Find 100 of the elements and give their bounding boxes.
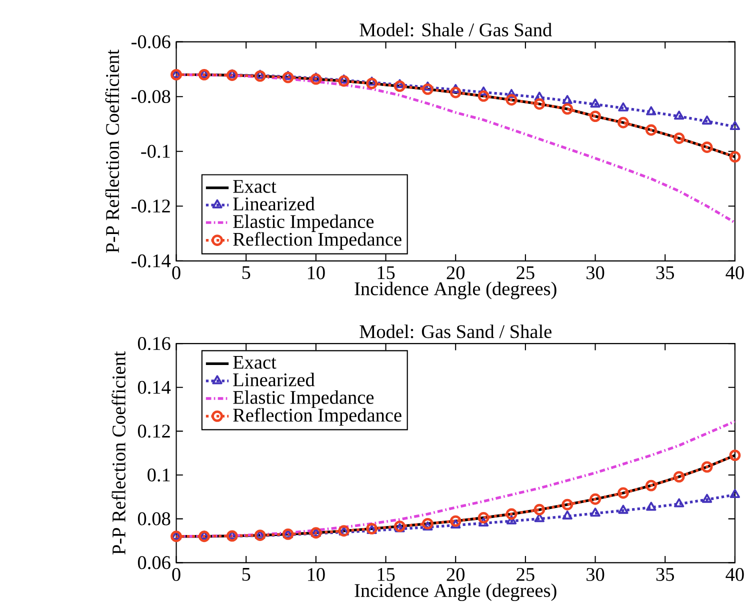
point xyxy=(255,70,266,79)
point xyxy=(170,530,182,542)
point xyxy=(394,80,406,92)
y-tick-label: -0.14 xyxy=(132,254,171,268)
x-tick-label: 30 xyxy=(586,266,604,280)
legend-label: Exact xyxy=(233,356,276,369)
point xyxy=(450,515,462,527)
x-tick-label: 20 xyxy=(446,568,465,581)
y-tick-label: -0.12 xyxy=(132,199,170,212)
point xyxy=(618,116,629,128)
y-axis-title: P-P Reflection Coefficient xyxy=(105,49,120,253)
x-tick-label: 25 xyxy=(516,266,534,279)
point xyxy=(674,110,684,120)
point xyxy=(366,78,378,89)
x-tick-label: 20 xyxy=(446,266,465,280)
y-axis-title: P-P Reflection Coefficient xyxy=(112,351,126,554)
point xyxy=(702,115,712,124)
y-tick-label: 0.08 xyxy=(138,512,170,526)
chart-title: Model: Gas Sand / Shale xyxy=(360,324,552,338)
y-tick-label: 0.16 xyxy=(138,336,170,350)
point xyxy=(590,507,600,516)
point xyxy=(394,520,406,532)
x-tick-label: 25 xyxy=(516,568,534,581)
x-tick-label: 15 xyxy=(378,568,395,581)
x-tick-label: 30 xyxy=(586,568,604,581)
point xyxy=(227,69,238,78)
point xyxy=(645,480,657,492)
point xyxy=(562,510,572,520)
point xyxy=(198,530,210,542)
point xyxy=(562,103,574,114)
point xyxy=(590,110,601,122)
point xyxy=(478,90,490,102)
point xyxy=(506,88,517,98)
x-tick-label: 15 xyxy=(378,266,395,279)
point xyxy=(198,68,210,80)
chart-title: Model: Shale / Gas Sand xyxy=(360,22,552,36)
legend-label: Linearized xyxy=(233,372,315,386)
point xyxy=(702,494,712,503)
point xyxy=(590,493,601,505)
y-tick-label: 0.12 xyxy=(138,424,170,438)
point xyxy=(729,449,741,461)
x-tick-label: 5 xyxy=(242,266,250,279)
point xyxy=(729,150,741,162)
point xyxy=(646,106,656,116)
x-tick-label: 40 xyxy=(726,568,744,581)
point xyxy=(701,141,713,153)
point xyxy=(254,70,266,82)
x-tick-label: 35 xyxy=(656,266,674,279)
point xyxy=(618,487,629,498)
point xyxy=(310,73,322,85)
point xyxy=(590,98,600,108)
point xyxy=(506,515,517,524)
point xyxy=(534,98,546,110)
point xyxy=(450,86,462,98)
y-tick-label: -0.08 xyxy=(132,90,170,103)
legend-label: Exact xyxy=(233,180,276,193)
legend-label: Linearized xyxy=(233,196,315,210)
point xyxy=(674,498,684,508)
point xyxy=(730,488,740,498)
y-tick-label: 0.06 xyxy=(138,556,170,569)
point xyxy=(226,69,238,81)
point xyxy=(506,94,518,106)
point xyxy=(618,102,628,112)
point xyxy=(338,75,350,86)
point xyxy=(701,460,713,472)
point xyxy=(534,504,546,516)
point xyxy=(170,68,182,80)
x-tick-label: 40 xyxy=(726,266,744,280)
point xyxy=(534,92,544,101)
x-tick-label: 35 xyxy=(656,568,674,581)
y-tick-label: 0.14 xyxy=(138,380,171,394)
x-tick-label: 0 xyxy=(172,266,180,280)
point xyxy=(730,120,740,130)
point xyxy=(562,498,574,510)
y-tick-label: 0.1 xyxy=(148,468,170,482)
y-tick-label: -0.1 xyxy=(141,144,170,158)
point xyxy=(394,522,405,532)
x-axis-title: Incidence Angle (degrees) xyxy=(354,583,556,601)
point xyxy=(506,508,518,520)
x-axis-title: Incidence Angle (degrees) xyxy=(354,282,556,300)
point xyxy=(282,72,294,83)
x-tick-label: 10 xyxy=(308,266,325,280)
point xyxy=(422,521,433,530)
legend-label: Reflection Impedance xyxy=(233,408,402,426)
point xyxy=(450,519,461,528)
point xyxy=(645,124,657,136)
legend-label: Elastic Impedance xyxy=(233,390,374,408)
point xyxy=(478,512,490,524)
x-tick-label: 10 xyxy=(308,568,325,581)
point xyxy=(618,504,628,514)
legend-label: Reflection Impedance xyxy=(233,232,402,250)
y-tick-label: -0.06 xyxy=(132,35,170,48)
point xyxy=(673,470,685,482)
point xyxy=(562,94,572,104)
point xyxy=(422,83,434,95)
point xyxy=(478,517,489,526)
x-tick-label: 5 xyxy=(242,568,250,581)
point xyxy=(673,132,685,144)
legend-label: Elastic Impedance xyxy=(233,214,374,232)
point xyxy=(422,518,434,530)
